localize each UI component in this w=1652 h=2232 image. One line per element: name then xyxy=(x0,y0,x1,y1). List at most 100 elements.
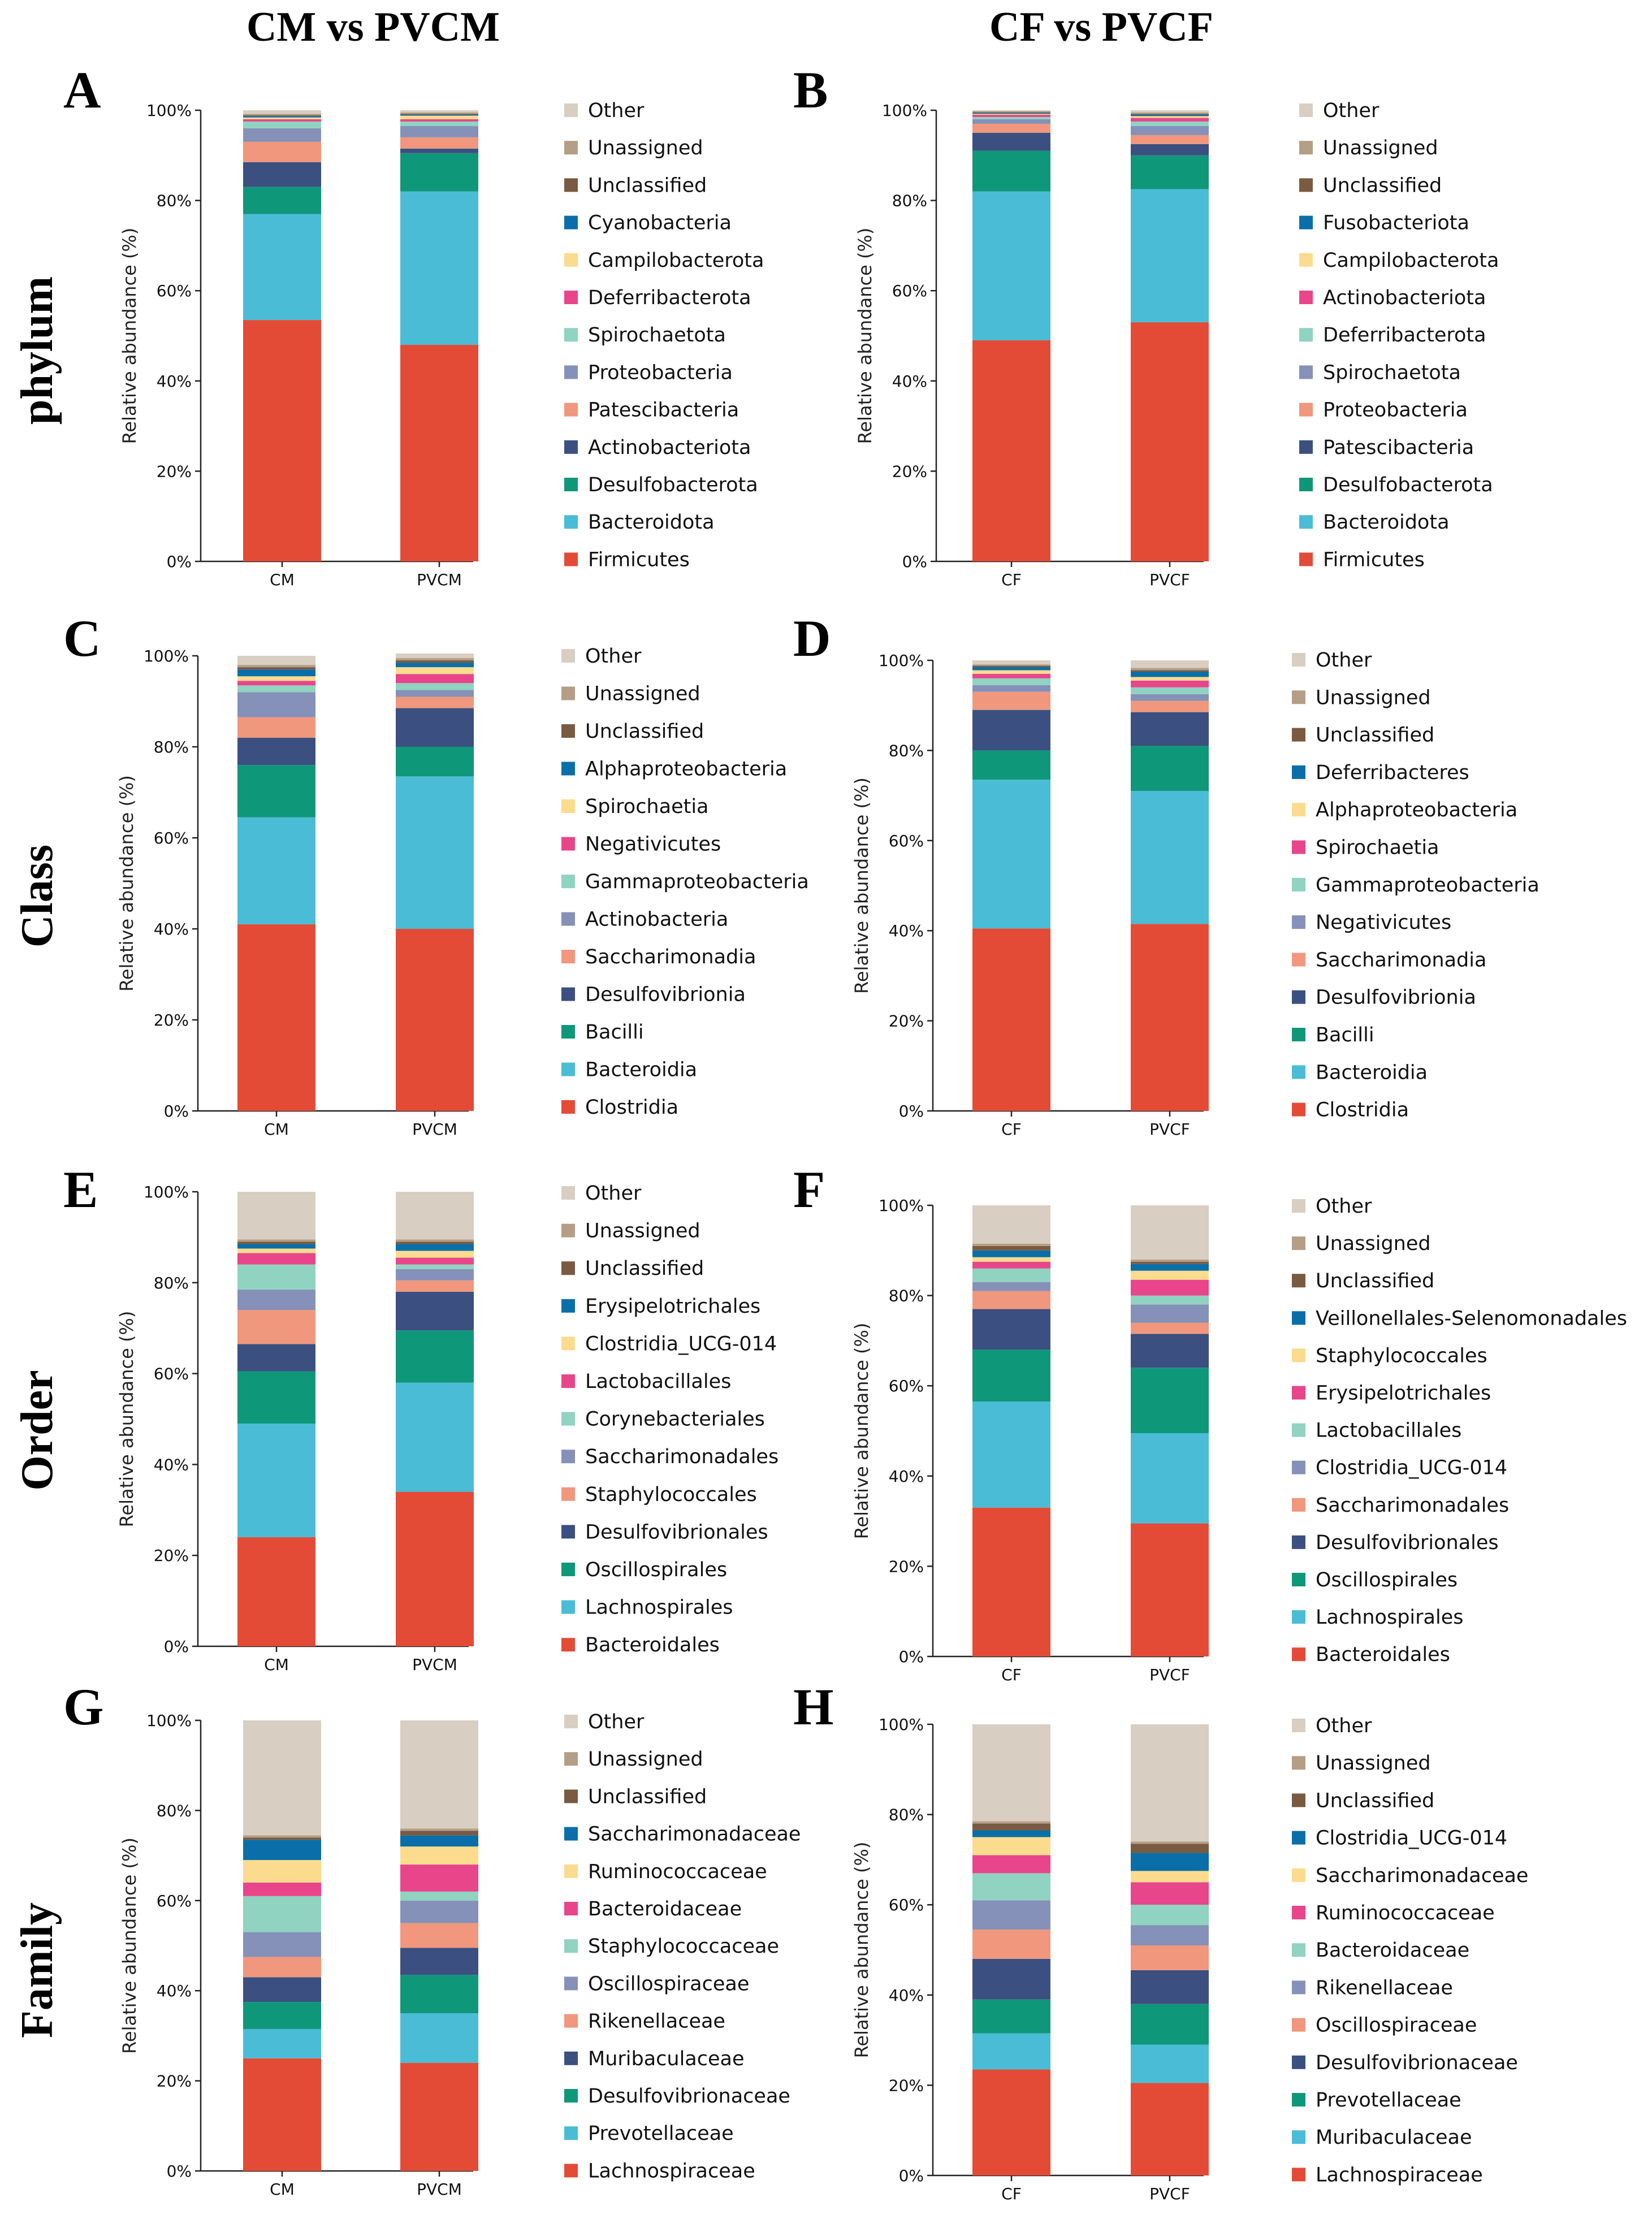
bar-segment-unassigned xyxy=(1131,668,1209,671)
legend-swatch-unclassified xyxy=(1299,178,1313,192)
legend-swatch-desulfovibrionia xyxy=(1292,990,1305,1004)
bar-segment-actinobacteriota xyxy=(400,148,478,153)
bar-segment-unassigned xyxy=(972,1821,1050,1824)
bar-segment-bacteroidota xyxy=(1131,189,1209,323)
legend-label-unassigned: Unassigned xyxy=(585,1220,700,1243)
bar-segment-patescibacteria xyxy=(400,137,478,149)
bar-segment-bacteroidota xyxy=(972,191,1050,340)
x-tick-label: PVCF xyxy=(1149,1120,1190,1139)
bar-segment-proteobacteria xyxy=(243,128,321,142)
legend-label-saccharimonadales: Saccharimonadales xyxy=(1316,1494,1509,1517)
row-label-family: Family xyxy=(12,1902,62,2038)
y-tick-label: 60% xyxy=(889,1896,924,1914)
panel-letter-d: D xyxy=(793,609,831,667)
legend-swatch-firmicutes xyxy=(564,552,578,566)
y-tick-label: 80% xyxy=(157,192,192,210)
bar-segment-deferribacteres xyxy=(972,667,1050,671)
legend-swatch-gammaproteobacteria xyxy=(561,875,575,888)
y-axis-label: Relative abundance (%) xyxy=(854,228,876,444)
legend-swatch-bacilli xyxy=(1292,1028,1305,1041)
bar-segment-clostridia-ucg-014 xyxy=(972,1282,1050,1291)
bar-segment-rikenellaceae xyxy=(972,1900,1050,1930)
y-axis-label: Relative abundance (%) xyxy=(851,1323,872,1539)
bar-segment-campilobacterota xyxy=(972,114,1050,115)
legend-swatch-bacteroidales xyxy=(1292,1647,1305,1662)
legend-label-prevotellaceae: Prevotellaceae xyxy=(1316,2089,1461,2112)
bar-segment-bacteroidia xyxy=(1131,791,1209,924)
bar-segment-unclassified xyxy=(243,1837,321,1840)
row-label-phylum: phylum xyxy=(12,276,62,425)
bar-segment-saccharimonadaceae xyxy=(243,1840,321,1861)
bar-segment-unassigned xyxy=(972,111,1050,113)
bar-segment-actinobacteriota xyxy=(1131,118,1209,122)
bar-segment-firmicutes xyxy=(243,320,321,561)
bar-segment-spirochaetota xyxy=(972,119,1050,124)
panel-c: C 0% 20% 40% 60% 80% 100% Relative abundance (%… xyxy=(63,609,809,1139)
bar-segment-muribaculaceae xyxy=(400,1948,478,1975)
bar-segment-bacteroidaceae xyxy=(972,1873,1050,1901)
legend-label-unassigned: Unassigned xyxy=(585,683,700,706)
legend-label-oscillospirales: Oscillospirales xyxy=(585,1559,727,1581)
legend-label-clostridia: Clostridia xyxy=(585,1096,678,1119)
legend-label-veillonellales-selenomonadales: Veillonellales-Selenomonadales xyxy=(1316,1307,1627,1330)
bar-segment-desulfovibrionales xyxy=(972,1309,1050,1350)
legend-label-corynebacteriales: Corynebacteriales xyxy=(585,1408,765,1431)
legend-swatch-lachnospiraceae xyxy=(564,2164,578,2178)
bar-segment-fusobacteriota xyxy=(1131,114,1209,116)
legend-swatch-rikenellaceae xyxy=(564,2014,578,2028)
legend-swatch-unassigned xyxy=(1299,141,1313,155)
legend-label-bacteroidaceae: Bacteroidaceae xyxy=(1316,1939,1469,1962)
bar-segment-fusobacteriota xyxy=(972,113,1050,114)
bar-segment-clostridia xyxy=(396,929,474,1111)
bar-segment-unassigned xyxy=(243,1835,321,1838)
panel-letter-h: H xyxy=(793,1678,834,1736)
bar-segment-gammaproteobacteria xyxy=(972,678,1050,685)
bar-segment-saccharimonadaceae xyxy=(972,1837,1050,1855)
legend-label-erysipelotrichales: Erysipelotrichales xyxy=(585,1295,760,1318)
legend-swatch-other xyxy=(1292,1199,1305,1213)
bar-segment-negativicutes xyxy=(1131,694,1209,701)
bar-segment-unassigned xyxy=(972,1243,1050,1246)
legend-swatch-alphaproteobacteria xyxy=(561,762,575,776)
legend-label-alphaproteobacteria: Alphaproteobacteria xyxy=(1316,799,1517,821)
bar-segment-saccharimonadales xyxy=(972,1291,1050,1309)
bar-segment-unclassified xyxy=(1131,1261,1209,1264)
legend-swatch-muribaculaceae xyxy=(564,2051,578,2065)
y-tick-label: 80% xyxy=(889,1806,924,1824)
legend-label-staphylococcales: Staphylococcales xyxy=(1316,1344,1487,1367)
legend-swatch-actinobacteriota xyxy=(564,440,578,454)
bar-segment-staphylococcales xyxy=(1131,1270,1209,1280)
bar-segment-unassigned xyxy=(1131,1259,1209,1262)
legend-swatch-other xyxy=(561,1186,575,1200)
panel-d: D 0% 20% 40% 60% 80% 100% Relative abundance (%… xyxy=(793,609,1539,1139)
bar-segment-desulfobacterota xyxy=(400,153,478,192)
bar-segment-cyanobacteria xyxy=(400,114,478,116)
legend-label-spirochaetia: Spirochaetia xyxy=(1316,837,1439,859)
y-tick-label: 20% xyxy=(157,462,192,481)
y-tick-label: 100% xyxy=(882,101,927,120)
bar-segment-deferribacterota xyxy=(400,119,478,122)
legend-swatch-ruminococcaceae xyxy=(564,1864,578,1878)
bar-segment-campilobacterota xyxy=(243,117,321,119)
legend-label-unclassified: Unclassified xyxy=(1316,1270,1434,1292)
bar-segment-unclassified xyxy=(972,1245,1050,1251)
panel-letter-e: E xyxy=(63,1161,98,1218)
y-tick-label: 20% xyxy=(889,1557,924,1576)
legend-swatch-clostridia xyxy=(1292,1102,1305,1117)
bar-segment-desulfobacterota xyxy=(972,150,1050,192)
legend-swatch-negativicutes xyxy=(1292,915,1305,929)
bar-segment-saccharimonadaceae xyxy=(400,1835,478,1847)
legend-label-saccharimonadia: Saccharimonadia xyxy=(1316,949,1486,971)
legend-swatch-other xyxy=(1292,653,1305,667)
bar-segment-saccharimonadia xyxy=(237,717,315,738)
legend-label-gammaproteobacteria: Gammaproteobacteria xyxy=(1316,874,1539,897)
bar-segment-spirochaetota xyxy=(400,121,478,126)
x-tick-label: PVCF xyxy=(1149,2185,1190,2203)
legend-swatch-alphaproteobacteria xyxy=(1292,803,1305,817)
legend-label-spirochaetota: Spirochaetota xyxy=(588,324,726,347)
bar-segment-unassigned xyxy=(243,114,321,115)
bar-segment-other xyxy=(396,653,474,659)
legend-swatch-unclassified xyxy=(1292,1793,1305,1807)
legend-label-actinobacteria: Actinobacteria xyxy=(585,909,728,931)
legend-swatch-unclassified xyxy=(564,1789,578,1803)
